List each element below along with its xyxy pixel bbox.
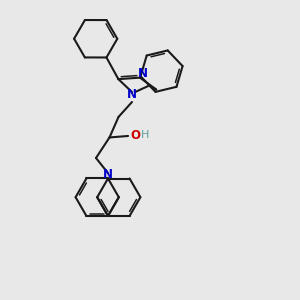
Text: N: N	[127, 88, 137, 101]
Text: O: O	[130, 130, 140, 142]
Text: N: N	[103, 168, 113, 181]
Text: N: N	[137, 67, 147, 80]
Text: H: H	[141, 130, 150, 140]
